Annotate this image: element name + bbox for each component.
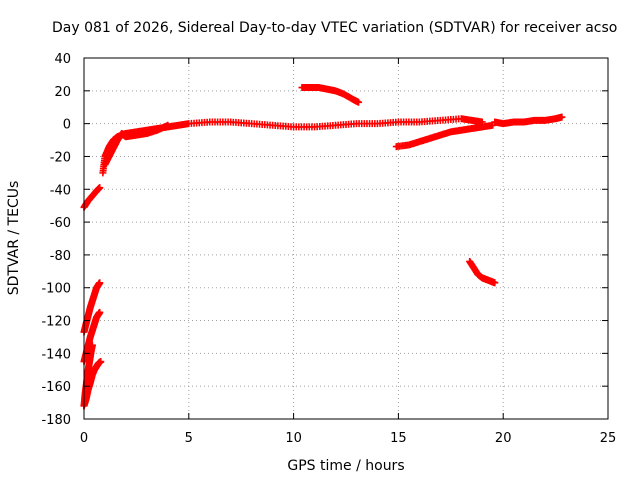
data-point bbox=[558, 113, 566, 121]
y-tick-labels: 40 20 0 -20 -40 -60 -80 -100 -120 -140 -160 -180 bbox=[41, 52, 71, 428]
series-early-upper bbox=[80, 279, 104, 336]
series-end-track bbox=[491, 113, 566, 128]
data-point bbox=[97, 358, 105, 366]
series-upper-arc bbox=[298, 84, 363, 106]
series-late-dip bbox=[392, 121, 497, 151]
x-tick-label: 0 bbox=[80, 431, 88, 446]
y-tick-label: 40 bbox=[54, 52, 71, 67]
x-tick-label: 10 bbox=[285, 431, 302, 446]
axis-ticks bbox=[83, 57, 609, 420]
y-tick-label: -180 bbox=[41, 413, 71, 428]
x-tick-labels: 0 5 10 15 20 25 bbox=[80, 431, 616, 446]
data-point bbox=[96, 308, 104, 316]
y-tick-label: -120 bbox=[41, 315, 71, 330]
data-point bbox=[96, 184, 104, 192]
y-tick-label: -160 bbox=[41, 380, 71, 395]
chart-title: Day 081 of 2026, Sidereal Day-to-day VTE… bbox=[52, 20, 617, 36]
y-axis-title: SDTVAR / TECUs bbox=[6, 181, 22, 296]
x-tick-label: 20 bbox=[495, 431, 512, 446]
y-tick-label: -140 bbox=[41, 347, 71, 362]
y-tick-label: 0 bbox=[63, 118, 71, 133]
y-tick-label: -80 bbox=[50, 249, 71, 264]
data-points bbox=[80, 84, 566, 410]
data-point bbox=[491, 279, 499, 287]
series-main-spread bbox=[101, 121, 172, 169]
y-tick-label: -100 bbox=[41, 282, 71, 297]
data-point bbox=[96, 279, 104, 287]
x-tick-label: 25 bbox=[600, 431, 617, 446]
series-early-rise bbox=[80, 184, 104, 211]
series-late-drop bbox=[466, 257, 499, 287]
y-tick-label: -20 bbox=[50, 150, 71, 165]
series-early-mid bbox=[80, 308, 104, 366]
x-axis-title: GPS time / hours bbox=[287, 458, 404, 474]
plot-frame bbox=[83, 57, 609, 420]
y-tick-label: 20 bbox=[54, 85, 71, 100]
data-point bbox=[164, 121, 172, 129]
grid bbox=[84, 58, 608, 419]
y-tick-label: -40 bbox=[50, 183, 71, 198]
x-tick-label: 5 bbox=[185, 431, 193, 446]
data-point bbox=[355, 98, 363, 106]
series-main-track bbox=[99, 115, 486, 177]
x-tick-label: 15 bbox=[390, 431, 407, 446]
y-tick-label: -60 bbox=[50, 216, 71, 231]
